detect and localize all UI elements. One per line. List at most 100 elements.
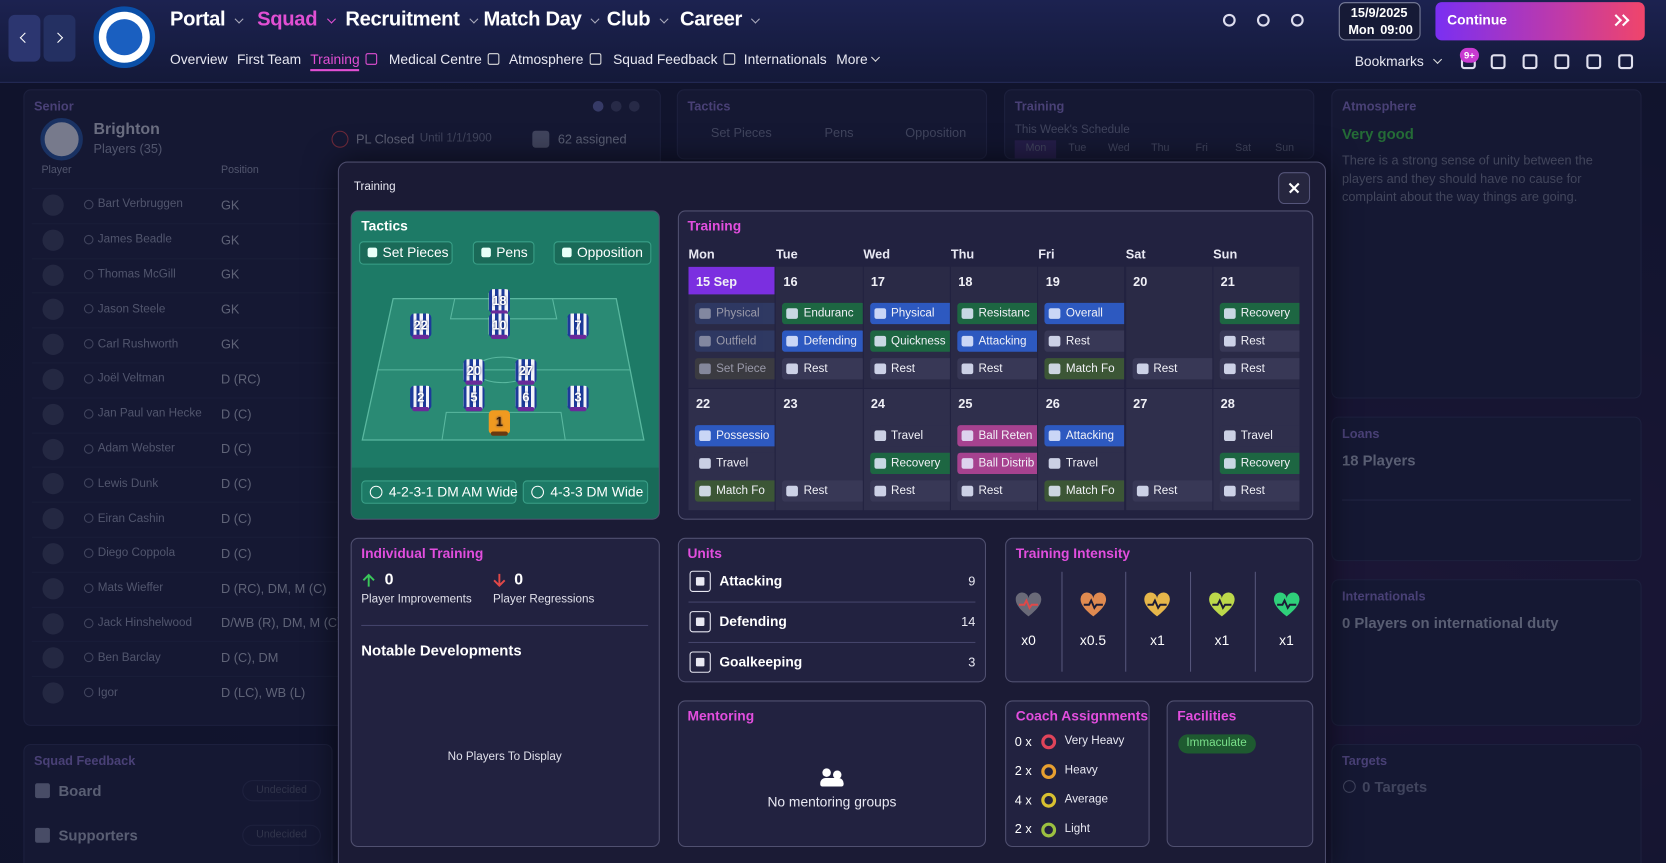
session-chip[interactable]: Rest bbox=[957, 358, 1038, 380]
session-chip[interactable]: Physical bbox=[694, 302, 775, 325]
toolbar-icon[interactable] bbox=[1290, 13, 1304, 27]
session-chip[interactable]: Travel bbox=[869, 425, 950, 447]
session-chip[interactable]: Attacking bbox=[957, 330, 1038, 352]
formation-label: 4-3-3 DM Wide bbox=[550, 483, 644, 500]
session-label: Overall bbox=[1065, 307, 1103, 320]
player-avatar bbox=[42, 194, 64, 216]
bookmarks-button[interactable]: Bookmarks bbox=[1354, 53, 1424, 70]
session-chip[interactable]: Possessio bbox=[694, 425, 775, 447]
session-chip[interactable]: Physical bbox=[869, 302, 950, 325]
nav-subtab[interactable]: Squad Feedback bbox=[613, 51, 718, 68]
session-chip[interactable]: Overall bbox=[1044, 302, 1125, 325]
session-chip[interactable]: Defending bbox=[782, 330, 863, 352]
session-chip[interactable]: Recovery bbox=[1219, 452, 1300, 475]
card-title: Units bbox=[687, 545, 722, 562]
player-name: James Beadle bbox=[97, 232, 172, 246]
session-label: Recovery bbox=[1240, 307, 1291, 320]
session-chip[interactable]: Enduranc bbox=[782, 302, 863, 325]
session-label: Recovery bbox=[1240, 457, 1291, 470]
session-label: Travel bbox=[891, 429, 924, 443]
session-chip[interactable]: Resistanc bbox=[957, 302, 1038, 325]
toolbar-icon[interactable] bbox=[1618, 54, 1634, 70]
nav-tab[interactable]: Squad bbox=[257, 8, 318, 31]
tactics-button[interactable] bbox=[553, 241, 652, 265]
toolbar-icon[interactable] bbox=[1554, 54, 1570, 70]
session-chip[interactable]: Rest bbox=[1219, 480, 1300, 502]
tactics-button[interactable] bbox=[359, 241, 453, 265]
session-chip[interactable]: Ball Distrib bbox=[957, 452, 1038, 475]
toolbar-icon[interactable] bbox=[1490, 54, 1506, 70]
player-shirt bbox=[567, 313, 589, 337]
tactics-button-label: Opposition bbox=[576, 244, 643, 261]
session-icon bbox=[699, 335, 711, 347]
session-chip[interactable]: Set Piece bbox=[694, 358, 775, 380]
nav-subtab[interactable]: Atmosphere bbox=[508, 51, 584, 68]
page-dot[interactable] bbox=[610, 100, 622, 112]
player-position: GK bbox=[221, 232, 240, 248]
back-button[interactable] bbox=[8, 14, 41, 62]
page-dot[interactable] bbox=[592, 100, 604, 112]
nav-tab[interactable]: Career bbox=[680, 8, 743, 31]
session-chip[interactable]: Rest bbox=[869, 480, 950, 502]
nav-subtab[interactable]: Medical Centre bbox=[388, 51, 482, 68]
nav-subtab[interactable]: Training bbox=[310, 51, 360, 68]
nav-tab[interactable]: Recruitment bbox=[345, 8, 460, 31]
session-chip[interactable]: Match Fo bbox=[1044, 480, 1125, 502]
nav-subtab[interactable]: More bbox=[836, 51, 868, 68]
nav-subtab[interactable]: First Team bbox=[236, 51, 302, 68]
nav-subtab[interactable]: Overview bbox=[170, 51, 228, 68]
tactics-button[interactable] bbox=[472, 241, 535, 265]
session-chip[interactable]: Match Fo bbox=[1044, 358, 1125, 380]
formation-button[interactable] bbox=[361, 480, 517, 504]
session-chip[interactable]: Rest bbox=[1219, 330, 1300, 352]
nav-tab[interactable]: Portal bbox=[170, 8, 226, 31]
continue-button[interactable] bbox=[1435, 2, 1645, 41]
toolbar-icon[interactable] bbox=[1522, 54, 1538, 70]
session-chip[interactable]: Rest bbox=[1132, 358, 1213, 380]
column-divider bbox=[1061, 571, 1063, 672]
toolbar-icon[interactable] bbox=[1222, 13, 1236, 27]
session-chip[interactable]: Rest bbox=[782, 480, 863, 502]
card-title: Individual Training bbox=[361, 545, 484, 562]
session-chip[interactable]: Ball Reten bbox=[957, 425, 1038, 447]
forward-button[interactable] bbox=[43, 14, 76, 62]
shirt-base bbox=[490, 334, 508, 340]
session-chip[interactable]: Rest bbox=[869, 358, 950, 380]
session-icon bbox=[1048, 363, 1061, 375]
session-chip[interactable]: Rest bbox=[957, 480, 1038, 502]
session-chip[interactable]: Rest bbox=[1219, 358, 1300, 380]
club-logo-inner bbox=[106, 19, 143, 56]
session-chip[interactable]: Travel bbox=[694, 452, 775, 475]
date-box[interactable] bbox=[1338, 2, 1421, 41]
status-pill bbox=[242, 824, 321, 846]
nav-subtab[interactable]: Internationals bbox=[743, 51, 827, 68]
session-chip[interactable]: Travel bbox=[1219, 425, 1300, 447]
session-label: Rest bbox=[891, 484, 916, 498]
toolbar-icon[interactable] bbox=[1256, 13, 1270, 27]
player-name: Carl Rushworth bbox=[97, 337, 179, 351]
nav-tab[interactable]: Club bbox=[606, 8, 651, 31]
session-chip[interactable]: Quickness bbox=[869, 330, 950, 352]
session-icon bbox=[961, 485, 974, 497]
player-position: D (C) bbox=[221, 441, 252, 457]
session-chip[interactable]: Attacking bbox=[1044, 425, 1125, 447]
session-chip[interactable]: Outfield bbox=[694, 330, 775, 352]
session-icon bbox=[699, 308, 711, 319]
session-chip[interactable]: Recovery bbox=[869, 452, 950, 475]
session-chip[interactable]: Rest bbox=[1132, 480, 1213, 502]
page-dot[interactable] bbox=[629, 100, 640, 112]
card-title: Mentoring bbox=[687, 708, 755, 724]
session-label: Rest bbox=[1240, 362, 1265, 376]
session-chip[interactable]: Rest bbox=[782, 358, 863, 380]
player-shirt bbox=[410, 385, 432, 410]
session-chip[interactable]: Rest bbox=[1044, 330, 1125, 352]
session-chip[interactable]: Travel bbox=[1044, 452, 1125, 475]
session-chip[interactable]: Match Fo bbox=[694, 480, 775, 502]
nav-tab[interactable]: Match Day bbox=[483, 8, 582, 31]
club-logo[interactable] bbox=[93, 6, 156, 69]
notification-badge: 9+ bbox=[1463, 49, 1475, 61]
formation-button[interactable] bbox=[522, 480, 649, 504]
session-chip[interactable]: Recovery bbox=[1219, 302, 1300, 325]
day-header: Wed bbox=[863, 246, 891, 262]
toolbar-icon[interactable] bbox=[1586, 54, 1602, 70]
